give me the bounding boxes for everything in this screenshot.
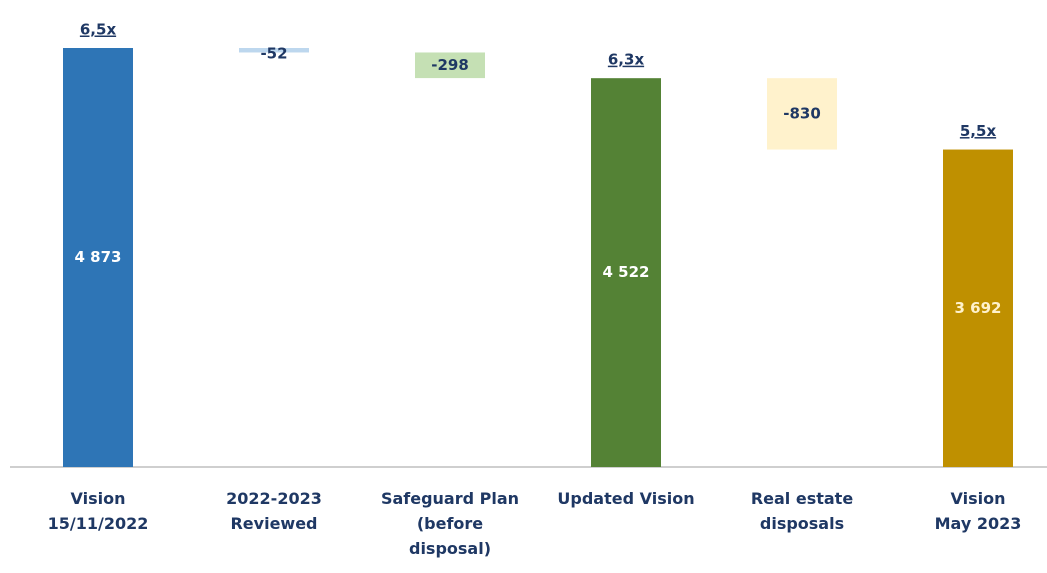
- x-tick-label: Vision 15/11/2022: [47, 489, 149, 533]
- x-tick-label: Vision May 2023: [934, 489, 1022, 533]
- x-tick-label: Safeguard Plan (before disposal): [380, 489, 520, 558]
- x-tick-label: Real estate disposals: [750, 489, 854, 533]
- value-label: -298: [431, 56, 469, 74]
- x-tick-label: Updated Vision: [557, 489, 695, 508]
- bar: [943, 149, 1013, 467]
- bar: [767, 78, 837, 150]
- multiple-label: 6,5x: [80, 21, 117, 39]
- value-label: 3 692: [955, 299, 1002, 317]
- bar: [239, 48, 309, 53]
- x-tick-label: 2022-2023 Reviewed: [226, 489, 322, 533]
- bar: [63, 48, 133, 467]
- value-label: -52: [260, 45, 287, 63]
- value-label: 4 873: [75, 248, 122, 266]
- bar: [591, 78, 661, 467]
- multiple-label: 5,5x: [960, 122, 997, 140]
- value-label: -830: [783, 104, 821, 122]
- value-label: 4 522: [603, 263, 650, 281]
- bar: [415, 52, 485, 79]
- multiple-label: 6,3x: [608, 51, 645, 69]
